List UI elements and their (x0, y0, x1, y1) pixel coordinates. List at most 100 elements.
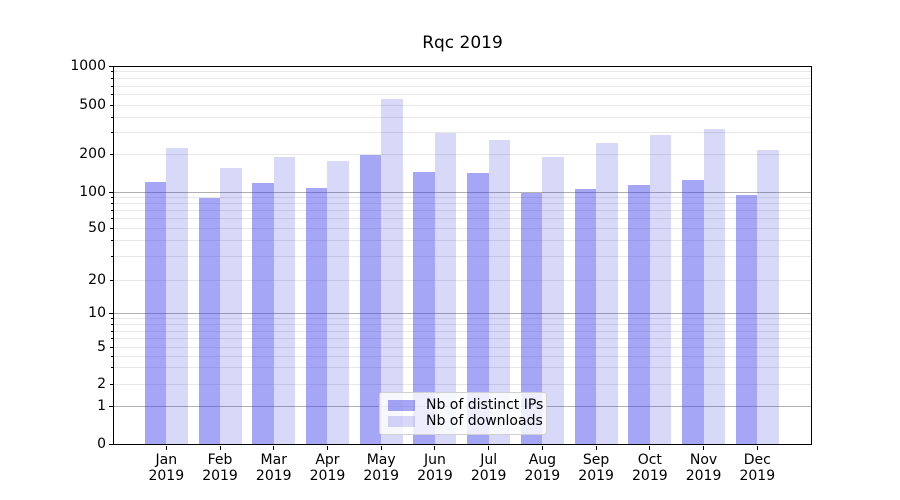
gridline-minor (114, 94, 811, 96)
x-tick-label: Apr 2019 (299, 452, 355, 484)
y-tick-label: 20 (88, 271, 106, 288)
y-tick-mark (110, 227, 113, 229)
gridline-minor (114, 210, 811, 212)
bar-downloads-may (381, 98, 403, 445)
x-tick-year: 2019 (309, 468, 346, 484)
x-tick-mark (434, 445, 436, 450)
x-tick-year: 2019 (739, 468, 776, 484)
bar-distinct-ips-apr (305, 187, 328, 445)
y-tick-mark-minor (110, 132, 113, 134)
y-tick-label: 2 (97, 375, 106, 392)
x-tick-label: Dec 2019 (729, 452, 785, 484)
legend-swatch-distinct-ips (388, 400, 415, 411)
y-tick-mark (108, 406, 113, 407)
x-tick-year: 2019 (202, 468, 238, 484)
y-tick-mark-minor (110, 337, 113, 339)
gridline-minor (114, 330, 811, 332)
y-tick-mark-minor (110, 210, 113, 212)
x-tick-label: Aug 2019 (514, 452, 570, 484)
bar-downloads-dec (757, 149, 779, 445)
bar-distinct-ips-aug (520, 193, 543, 445)
x-tick-month: Nov (689, 452, 718, 468)
legend-swatch-downloads (388, 416, 415, 427)
gridline-minor (114, 154, 811, 156)
gridline-major (114, 191, 811, 193)
x-tick-label: Jul 2019 (461, 452, 517, 484)
x-tick-mark (541, 445, 543, 450)
y-tick-mark (110, 279, 113, 281)
y-tick-mark-minor (110, 330, 113, 332)
y-tick-label: 5 (97, 338, 106, 355)
gridline-minor (114, 218, 811, 220)
x-tick-year: 2019 (470, 468, 507, 484)
x-tick-label: Feb 2019 (192, 452, 248, 484)
gridline-minor (114, 367, 811, 369)
x-tick-label: Jan 2019 (138, 452, 194, 484)
x-tick-month: Jan (155, 452, 178, 468)
x-tick-mark (165, 445, 167, 450)
gridline-minor (114, 227, 811, 229)
y-tick-label: 100 (79, 183, 106, 200)
y-tick-label: 1000 (70, 57, 106, 74)
x-tick-year: 2019 (417, 468, 453, 484)
y-tick-label: 10 (88, 305, 106, 322)
x-tick-month: Jul (480, 452, 498, 468)
y-tick-mark-minor (110, 318, 113, 320)
gridline-minor (114, 279, 811, 281)
bar-distinct-ips-oct (628, 185, 650, 445)
bar-downloads-jan (166, 148, 188, 445)
y-tick-label: 50 (88, 219, 106, 236)
gridline-minor (114, 203, 811, 205)
gridline-minor (114, 240, 811, 242)
bar-downloads-oct (649, 135, 672, 445)
x-tick-label: Sep 2019 (568, 452, 624, 484)
y-tick-mark (110, 154, 113, 156)
y-tick-mark-minor (110, 218, 113, 220)
gridline-minor (114, 85, 811, 87)
x-tick-month: Aug (528, 452, 557, 468)
x-tick-label: Nov 2019 (676, 452, 732, 484)
y-tick-mark-minor (110, 85, 113, 87)
y-tick-mark-minor (110, 367, 113, 369)
x-tick-month: Mar (260, 452, 287, 468)
legend: Nb of distinct IPs Nb of downloads (379, 392, 547, 435)
gridline-minor (114, 71, 811, 73)
x-tick-year: 2019 (363, 468, 400, 484)
bar-downloads-aug (542, 156, 564, 445)
y-tick-label: 1 (97, 398, 106, 414)
legend-label-distinct-ips: Nb of distinct IPs (426, 397, 544, 413)
y-tick-mark-minor (110, 78, 113, 80)
y-tick-label: 500 (79, 96, 106, 113)
x-tick-label: May 2019 (353, 452, 409, 484)
gridline-minor (114, 104, 811, 106)
y-tick-mark-minor (110, 116, 113, 118)
x-tick-year: 2019 (578, 468, 614, 484)
x-tick-year: 2019 (524, 468, 561, 484)
bar-downloads-jul (488, 140, 511, 445)
y-tick-label: 200 (79, 146, 106, 163)
y-tick-mark-minor (110, 197, 113, 199)
x-tick-mark (488, 445, 490, 450)
x-tick-label: Mar 2019 (246, 452, 302, 484)
gridline-minor (114, 256, 811, 258)
x-tick-month: May (366, 452, 396, 468)
gridline-minor (114, 116, 811, 118)
x-tick-year: 2019 (148, 468, 185, 484)
x-tick-mark (219, 445, 221, 450)
gridline-minor (114, 346, 811, 348)
bar-downloads-mar (273, 156, 296, 445)
gridline-minor (114, 383, 811, 385)
bar-downloads-sep (596, 142, 618, 445)
bar-downloads-feb (220, 167, 242, 445)
y-tick-mark (108, 191, 113, 193)
x-tick-month: Sep (582, 452, 610, 468)
x-tick-month: Jun (423, 452, 446, 468)
y-tick-mark-minor (110, 256, 113, 258)
bar-distinct-ips-sep (574, 189, 597, 445)
bar-distinct-ips-jan (144, 181, 167, 445)
bar-distinct-ips-mar (252, 183, 274, 445)
gridline-minor (114, 132, 811, 134)
x-tick-mark (273, 445, 275, 450)
bar-distinct-ips-feb (198, 198, 221, 445)
y-tick-mark (110, 346, 113, 348)
